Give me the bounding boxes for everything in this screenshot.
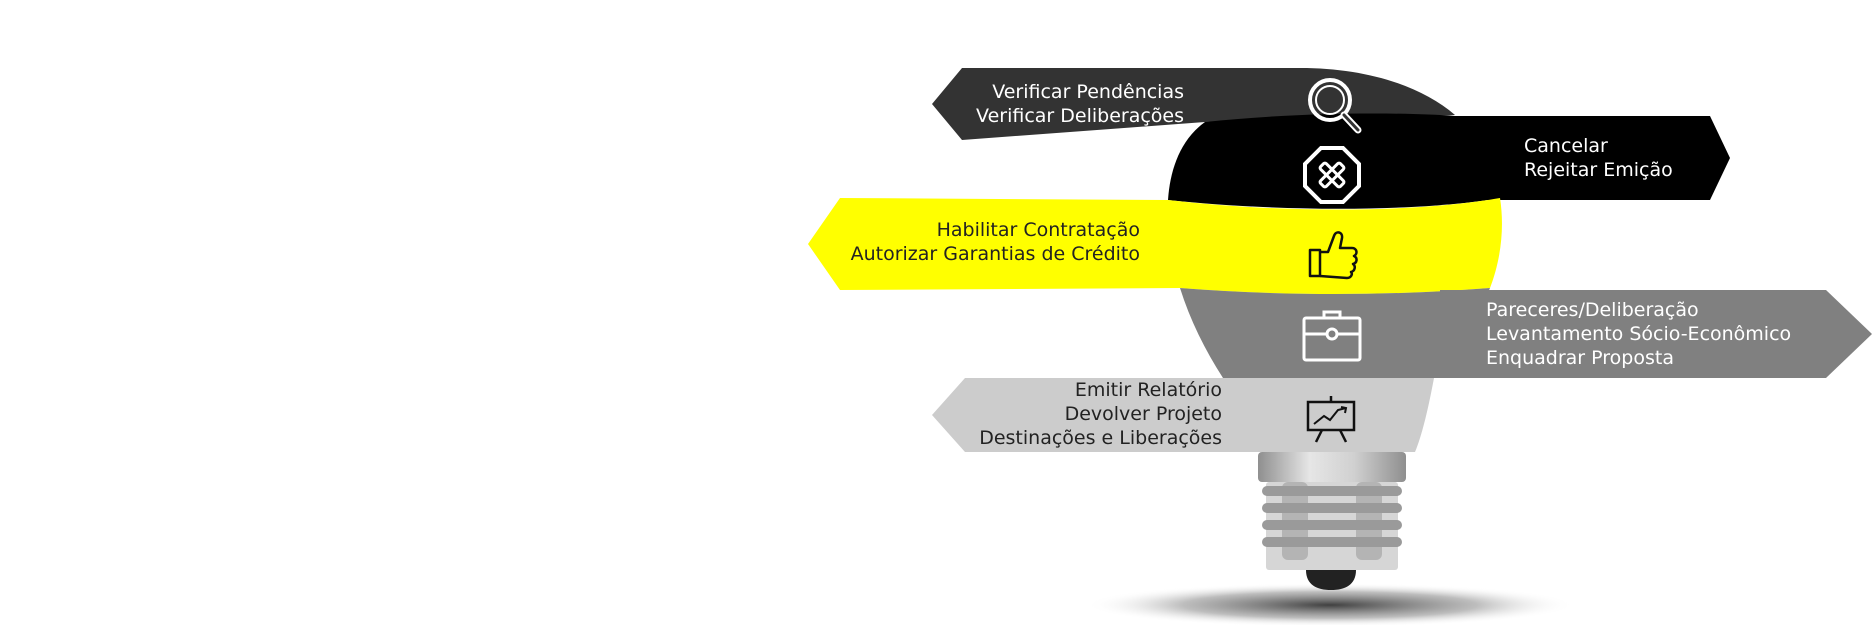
band-2 [1168,113,1730,209]
band-4 [1180,288,1872,378]
band-5-arrow [932,378,1434,452]
band-2-line-2: Rejeitar Emição [1524,159,1673,181]
band-5-line-1: Emitir Relatório [1074,379,1222,401]
band-4-arrow [1440,290,1872,378]
band-2-bulb-body [1168,113,1500,209]
band-1-label: Verificar Pendências Verificar Deliberaç… [976,80,1184,128]
band-3-arrow [808,198,1502,294]
briefcase-icon [1302,310,1362,362]
band-1-arrow [932,68,1455,140]
band-1-line-1: Verificar Pendências [992,81,1184,103]
band-1-line-2: Verificar Deliberações [976,105,1184,127]
band-4-line-1: Pareceres/Deliberação [1486,299,1699,321]
band-3-label: Habilitar Contratação Autorizar Garantia… [851,218,1140,266]
base-thread-1 [1262,486,1402,496]
magnifier-icon [1308,78,1362,134]
band-5-line-3: Destinações e Liberações [979,427,1222,449]
band-5-label: Emitir Relatório Devolver Projeto Destin… [979,378,1222,450]
band-4-bulb-body [1180,288,1490,378]
base-thread-3 [1262,520,1402,530]
floor-shadow [1085,583,1575,627]
band-4-line-3: Enquadrar Proposta [1486,347,1674,369]
cancel-octagon-icon [1303,146,1361,204]
band-3 [808,198,1502,294]
band-3-line-2: Autorizar Garantias de Crédito [850,243,1140,265]
base-thread-2 [1262,503,1402,513]
bulb-base [1258,452,1406,590]
band-1 [932,68,1455,140]
band-2-label: Cancelar Rejeitar Emição [1524,134,1673,182]
band-3-line-1: Habilitar Contratação [936,219,1140,241]
band-4-label: Pareceres/Deliberação Levantamento Sócio… [1486,298,1791,370]
band-2-arrow [1440,116,1730,200]
band-2-line-1: Cancelar [1524,135,1608,157]
base-tip [1306,570,1356,590]
base-collar [1258,452,1406,482]
band-5-line-2: Devolver Projeto [1064,403,1222,425]
band-4-line-2: Levantamento Sócio-Econômico [1486,323,1792,345]
thumbs-up-icon [1308,231,1358,280]
base-thread-4 [1262,537,1402,547]
band-5 [932,378,1434,452]
presentation-board-icon [1306,396,1356,443]
